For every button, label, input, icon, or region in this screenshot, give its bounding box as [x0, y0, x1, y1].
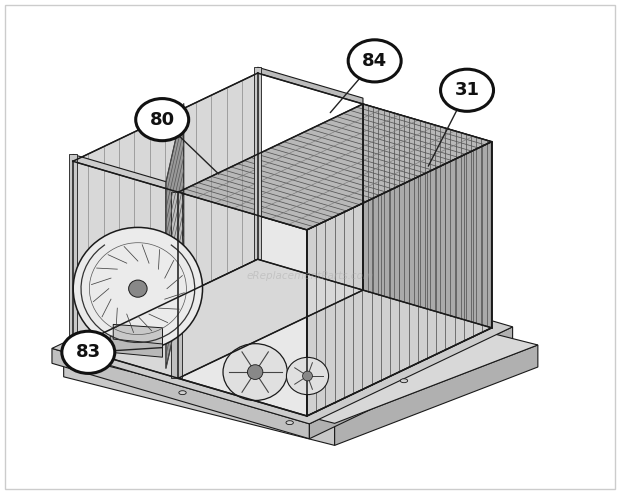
Ellipse shape — [303, 371, 312, 381]
Text: 80: 80 — [149, 111, 175, 128]
Polygon shape — [309, 327, 513, 439]
Circle shape — [348, 40, 401, 82]
Polygon shape — [258, 67, 363, 104]
Polygon shape — [64, 355, 335, 446]
Polygon shape — [73, 259, 363, 378]
Ellipse shape — [179, 391, 186, 395]
Text: 31: 31 — [454, 81, 479, 99]
Polygon shape — [307, 142, 492, 416]
Polygon shape — [113, 325, 162, 344]
Circle shape — [136, 99, 188, 141]
Polygon shape — [178, 104, 492, 230]
Polygon shape — [363, 104, 492, 328]
Ellipse shape — [76, 359, 82, 363]
Text: 84: 84 — [362, 52, 388, 70]
Ellipse shape — [286, 421, 293, 425]
Polygon shape — [52, 348, 309, 439]
Ellipse shape — [247, 365, 263, 379]
Ellipse shape — [401, 379, 408, 383]
Text: eReplacementParts.com: eReplacementParts.com — [246, 271, 374, 282]
Circle shape — [62, 331, 115, 373]
Ellipse shape — [286, 357, 329, 395]
Polygon shape — [64, 276, 538, 423]
Polygon shape — [73, 155, 178, 192]
Circle shape — [441, 69, 494, 111]
Polygon shape — [171, 192, 182, 378]
Text: 83: 83 — [76, 343, 101, 361]
Polygon shape — [110, 336, 162, 357]
Ellipse shape — [223, 344, 287, 401]
Polygon shape — [52, 251, 513, 424]
Polygon shape — [166, 103, 184, 369]
Polygon shape — [178, 192, 307, 416]
Polygon shape — [254, 67, 262, 259]
Polygon shape — [335, 345, 538, 446]
Polygon shape — [73, 73, 258, 347]
Ellipse shape — [128, 280, 147, 297]
Polygon shape — [69, 154, 77, 347]
Ellipse shape — [73, 227, 203, 350]
